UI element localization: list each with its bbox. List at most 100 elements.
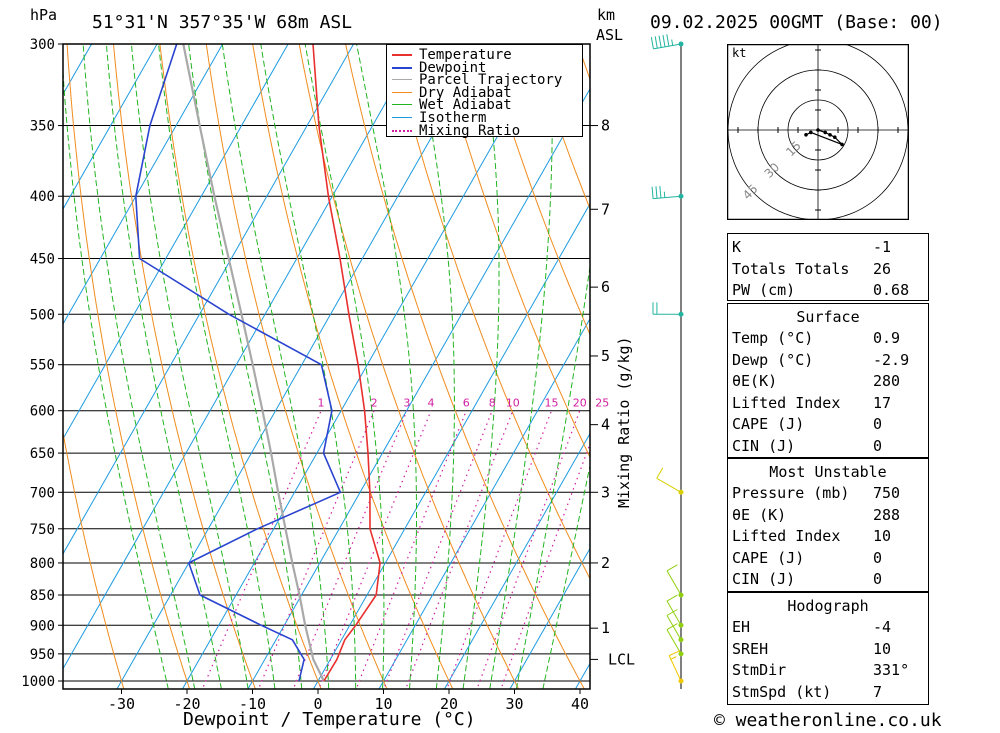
x-tick-label: 10: [374, 695, 392, 713]
km-tick-label: 2: [601, 554, 610, 572]
legend-label: Dewpoint: [419, 59, 487, 76]
index-label: Pressure (mb): [732, 484, 850, 502]
dry-adiabat-line: [437, 44, 590, 459]
index-label: EH: [732, 618, 751, 636]
hodograph-point: [833, 135, 837, 139]
index-section-title: Most Unstable: [769, 463, 887, 481]
isotherm-line: [63, 44, 158, 211]
index-label: CIN (J): [732, 570, 796, 588]
km-tick-label: 8: [601, 117, 610, 135]
dry-adiabat-line: [995, 44, 1000, 707]
dewpoint-line: [135, 44, 342, 682]
index-value: -1: [873, 238, 892, 256]
index-value: 0: [873, 415, 883, 433]
legend-label: Wet Adiabat: [419, 97, 512, 114]
index-row: Temp (°C) 0.9: [728, 327, 928, 348]
isotherm-line: [181, 44, 551, 689]
legend-swatch: [392, 129, 412, 132]
wind-barb-flag: [668, 650, 681, 657]
index-label: θE(K): [732, 372, 778, 390]
mixing-ratio-line: [201, 410, 322, 689]
hodograph-point: [828, 133, 832, 137]
dry-adiabat-line: [113, 44, 256, 689]
wind-barb-flag: [666, 594, 678, 602]
index-label: StmDir: [732, 661, 787, 679]
isotherm-line: [378, 317, 590, 689]
km-tick-label: 1: [601, 619, 610, 637]
index-row: CIN (J) 0: [728, 568, 928, 589]
km-tick-label: 6: [601, 278, 610, 296]
wind-barb-flag: [655, 186, 658, 199]
index-value: 0: [873, 570, 883, 588]
hodograph-point: [823, 130, 827, 135]
km-tick-label: 4: [601, 416, 610, 434]
index-label: SREH: [732, 639, 769, 658]
wind-barb-flag: [662, 34, 666, 47]
x-tick-label: 40: [571, 695, 589, 713]
isotherm-line: [247, 87, 590, 689]
index-value: 0: [873, 548, 883, 567]
dry-adiabat-line: [66, 44, 191, 689]
mixing-ratio-label: 2: [371, 397, 378, 410]
hpa-unit-label: hPa: [30, 6, 58, 24]
pressure-tick-label: 500: [30, 307, 55, 323]
dry-adiabat-line: [949, 44, 1000, 707]
index-row: Lifted Index 17: [728, 392, 928, 413]
pressure-tick-label: 850: [30, 588, 55, 604]
hodograph-point: [816, 128, 820, 132]
pressure-tick-label: 700: [30, 485, 55, 501]
wind-barb-shaft: [668, 655, 682, 682]
legend-swatch: [392, 79, 412, 81]
dry-adiabat-line: [205, 44, 388, 689]
footer-credit: © weatheronline.co.uk: [714, 710, 942, 731]
index-row: StmDir 331°: [728, 659, 928, 680]
index-label: Dewp (°C): [732, 350, 814, 369]
wind-barb-flag: [654, 36, 658, 49]
wind-barb-flag: [666, 34, 670, 47]
dry-adiabat-line: [345, 44, 585, 689]
index-value: -2.9: [873, 350, 910, 369]
wet-adiabat-line: [82, 44, 196, 689]
wind-barb-flag: [666, 564, 678, 572]
index-row: PW (cm) 0.68: [728, 279, 928, 300]
wet-adiabat-line: [63, 65, 169, 689]
pressure-tick-label: 400: [30, 189, 55, 205]
wind-barb-flag: [658, 35, 662, 48]
legend-label: Parcel Trajectory: [419, 72, 563, 89]
mixing-ratio-line: [257, 410, 375, 689]
index-row: θE (K) 288: [728, 504, 928, 525]
mixing-ratio-line: [292, 410, 408, 689]
wind-barb-shaft: [656, 477, 682, 493]
dry-adiabat-line: [159, 44, 322, 689]
indices-most-unstable-box: Most Unstable Pressure (mb) 750 θE (K) 288 Li…: [727, 458, 929, 592]
index-row: K -1: [728, 236, 928, 257]
wind-barb-shaft: [653, 43, 682, 50]
legend-label: Mixing Ratio: [419, 122, 521, 139]
dry-adiabat-line: [391, 44, 590, 580]
index-row: CIN (J) 0: [728, 435, 928, 456]
dry-adiabat-line: [484, 44, 590, 336]
wet-adiabat-line: [221, 44, 330, 689]
wind-barb-shaft: [666, 615, 682, 641]
wind-barb-flag: [651, 186, 654, 199]
index-row: EH -4: [728, 616, 928, 637]
index-row: SREH 10: [728, 638, 928, 659]
pressure-tick-label: 750: [30, 522, 55, 538]
index-value: 7: [873, 682, 883, 701]
pressure-tick-label: 450: [30, 252, 55, 268]
index-label: Lifted Index: [732, 527, 841, 545]
mixing-ratio-label: 10: [506, 397, 520, 410]
plot-frame: [62, 43, 591, 690]
km-unit-label: km: [597, 6, 616, 24]
mixing-ratio-label: 3: [403, 397, 410, 410]
x-tick-label: -20: [173, 695, 200, 713]
mixing-ratio-label: 20: [573, 397, 587, 410]
index-value: 17: [873, 393, 892, 412]
wet-adiabat-line: [188, 44, 303, 689]
pressure-tick-label: 900: [30, 618, 55, 634]
index-label: Lifted Index: [732, 393, 841, 412]
index-value: 331°: [873, 661, 910, 679]
x-tick-label: 0: [313, 695, 322, 713]
legend-label: Isotherm: [419, 110, 487, 126]
index-label: PW (cm): [732, 281, 796, 299]
